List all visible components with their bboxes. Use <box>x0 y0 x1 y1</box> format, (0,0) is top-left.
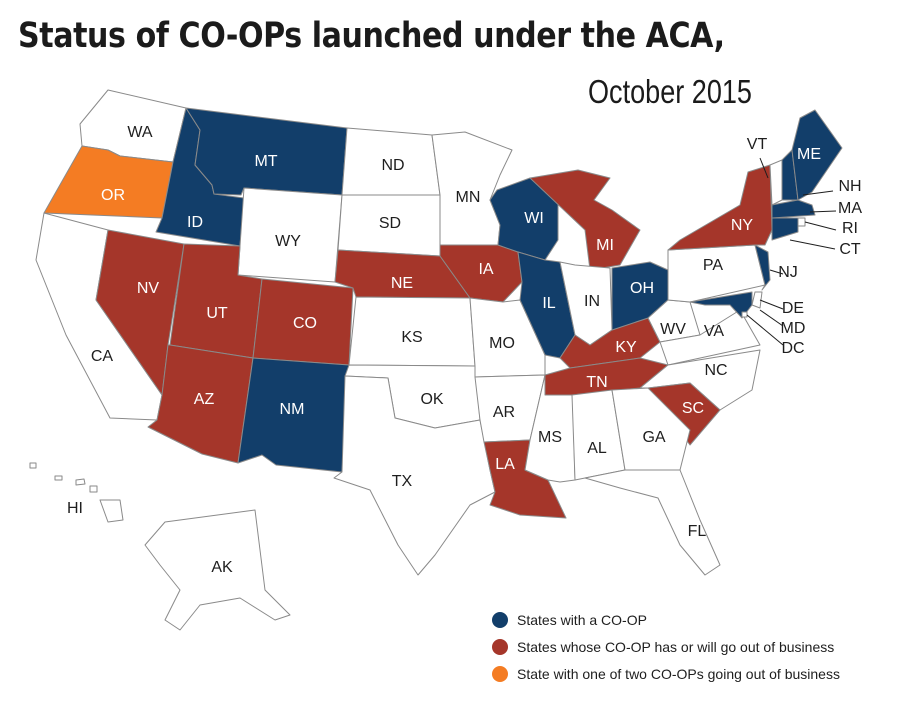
legend-swatch-closed <box>492 638 508 655</box>
state-label-la: LA <box>495 456 515 473</box>
state-label-mt: MT <box>254 153 277 170</box>
state-mi <box>529 169 641 271</box>
state-label-wv: WV <box>660 321 686 338</box>
label-leader-line <box>809 210 837 213</box>
state-label-ak: AK <box>211 559 233 576</box>
state-ga <box>611 387 691 471</box>
state-label-dc: DC <box>781 340 804 357</box>
label-leader-line <box>804 221 837 231</box>
state-dc <box>741 311 748 318</box>
state-va <box>659 309 761 366</box>
label-leader-line <box>746 314 784 346</box>
state-vt <box>769 159 783 206</box>
state-label-nd: ND <box>381 157 404 174</box>
state-label-sd: SD <box>379 215 401 232</box>
state-label-in: IN <box>584 293 600 310</box>
state-md <box>689 291 753 319</box>
state-label-az: AZ <box>194 391 215 408</box>
state-label-me: ME <box>797 146 821 163</box>
legend-item-coop: States with a CO-OP <box>492 606 840 633</box>
label-leader-line <box>802 190 834 196</box>
state-label-id: ID <box>187 214 203 231</box>
state-label-ma: MA <box>838 200 862 217</box>
legend: States with a CO-OP States whose CO-OP h… <box>492 606 840 687</box>
state-label-vt: VT <box>747 136 768 153</box>
state-ri <box>797 217 806 227</box>
state-hi <box>29 462 124 523</box>
legend-label-coop: States with a CO-OP <box>517 611 647 628</box>
label-leader-line <box>789 239 836 250</box>
label-leader-line <box>759 299 784 310</box>
state-label-md: MD <box>781 320 806 337</box>
state-label-ne: NE <box>391 275 413 292</box>
state-label-va: VA <box>704 323 724 340</box>
state-mt <box>185 107 348 196</box>
map-subtitle: October 2015 <box>588 73 752 110</box>
state-ak <box>144 509 291 631</box>
state-label-sc: SC <box>682 400 704 417</box>
state-ny <box>667 164 773 251</box>
legend-item-closed: States whose CO-OP has or will go out of… <box>492 633 840 660</box>
state-mo <box>469 297 546 378</box>
state-label-co: CO <box>293 315 317 332</box>
state-label-al: AL <box>587 440 607 457</box>
state-label-nj: NJ <box>778 264 798 281</box>
label-leader-line <box>759 309 784 327</box>
legend-label-closed: States whose CO-OP has or will go out of… <box>517 638 835 655</box>
state-label-nc: NC <box>704 362 727 379</box>
state-label-de: DE <box>782 300 804 317</box>
state-label-wa: WA <box>127 124 153 141</box>
state-label-wy: WY <box>275 233 301 250</box>
state-label-tx: TX <box>392 473 413 490</box>
state-label-oh: OH <box>630 280 654 297</box>
state-label-ut: UT <box>206 305 228 322</box>
state-label-tn: TN <box>586 374 607 391</box>
state-label-ms: MS <box>538 429 562 446</box>
label-leader-line <box>759 157 769 179</box>
state-label-il: IL <box>542 295 555 312</box>
state-tx <box>333 375 496 576</box>
state-fl <box>584 469 721 576</box>
legend-label-partial: State with one of two CO-OPs going out o… <box>517 665 840 682</box>
legend-swatch-partial <box>492 665 508 682</box>
state-de <box>751 291 763 309</box>
state-label-ar: AR <box>493 404 515 421</box>
state-label-or: OR <box>101 187 125 204</box>
state-label-hi: HI <box>67 500 83 517</box>
label-leader-line <box>769 269 784 275</box>
state-label-mo: MO <box>489 335 515 352</box>
map-title: Status of CO-OPs launched under the ACA, <box>18 16 725 56</box>
state-label-ny: NY <box>731 217 754 234</box>
state-label-ks: KS <box>401 329 422 346</box>
state-label-ok: OK <box>420 391 443 408</box>
state-label-mn: MN <box>456 189 481 206</box>
legend-item-partial: State with one of two CO-OPs going out o… <box>492 660 840 687</box>
state-label-ia: IA <box>478 261 493 278</box>
state-ma <box>771 199 816 219</box>
legend-swatch-coop <box>492 611 508 628</box>
state-nj <box>754 244 771 291</box>
state-label-fl: FL <box>688 523 707 540</box>
state-label-ca: CA <box>91 348 114 365</box>
state-label-mi: MI <box>596 237 614 254</box>
state-label-pa: PA <box>703 257 723 274</box>
state-label-ri: RI <box>842 220 858 237</box>
state-label-nh: NH <box>838 178 861 195</box>
state-label-ga: GA <box>642 429 665 446</box>
state-label-wi: WI <box>524 210 544 227</box>
state-label-ct: CT <box>839 241 861 258</box>
state-label-nm: NM <box>280 401 305 418</box>
state-ct <box>771 217 799 241</box>
state-wv <box>647 299 701 343</box>
state-label-nv: NV <box>137 280 160 297</box>
state-label-ky: KY <box>615 339 637 356</box>
